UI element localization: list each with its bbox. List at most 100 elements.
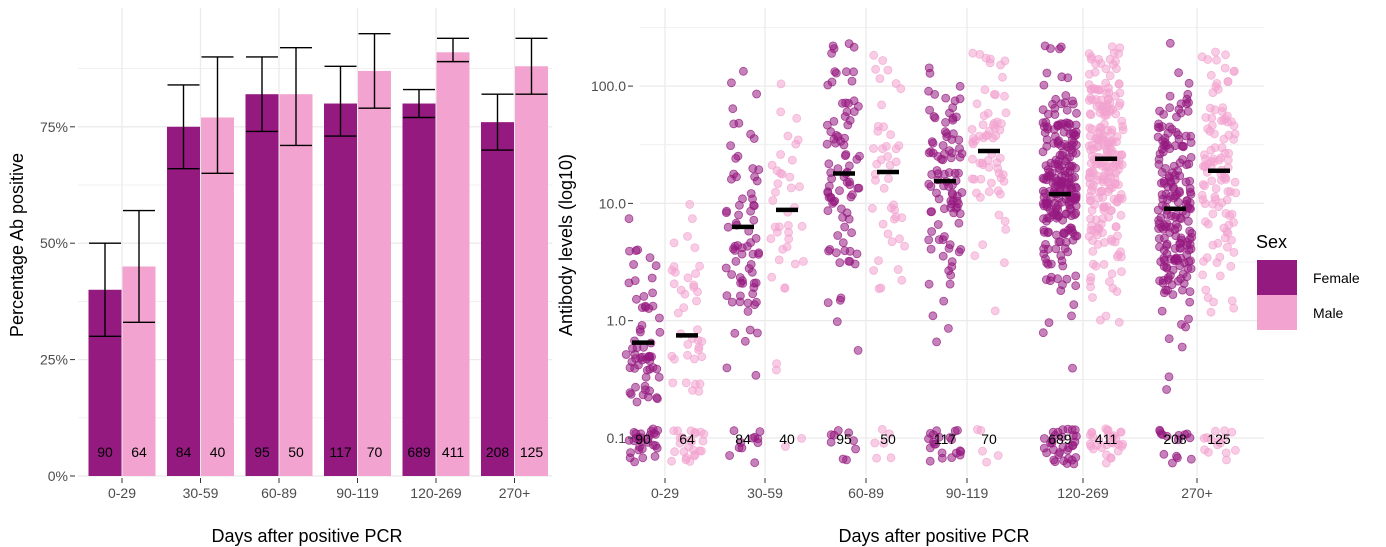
scatter-point-female	[842, 208, 852, 218]
scatter-point-male	[871, 64, 880, 74]
scatter-point-female	[854, 102, 863, 111]
scatter-point-female	[927, 207, 936, 217]
scatter-point-male	[1091, 59, 1100, 69]
bar-chart-error-bars	[89, 32, 548, 338]
scatter-point-female	[625, 246, 634, 256]
scatter-point-male	[1109, 438, 1118, 448]
scatter-point-female	[1186, 138, 1196, 147]
scatter-point-female	[641, 372, 651, 382]
scatter-point-female	[846, 192, 856, 202]
scatter-point-female	[747, 267, 757, 277]
scatter-point-male	[1090, 67, 1100, 77]
scatter-point-male	[1115, 98, 1125, 108]
scatter-point-male	[795, 182, 804, 192]
scatter-point-female	[1068, 99, 1078, 109]
scatter-point-female	[1042, 135, 1052, 145]
scatter-point-male	[879, 438, 889, 448]
scatter-point-male	[678, 433, 687, 443]
scatter-point-female	[1051, 203, 1061, 213]
scatter-point-female	[1185, 297, 1195, 307]
scatter-point-female	[746, 238, 755, 248]
scatter-point-male	[1086, 195, 1095, 205]
scatter-point-male	[1211, 47, 1220, 57]
scatter-point-female	[928, 311, 938, 321]
scatter-point-male	[784, 220, 793, 230]
scatter-point-male	[1105, 107, 1115, 116]
scatter-point-male	[667, 351, 677, 361]
scatter-point-male	[1088, 246, 1098, 256]
scatter-point-female	[1157, 167, 1167, 177]
scatter-point-female	[1071, 281, 1081, 291]
scatter-point-female	[938, 251, 948, 261]
scatter-point-male	[1198, 195, 1208, 205]
scatter-point-male	[1107, 269, 1117, 279]
scatter-point-male	[1215, 271, 1225, 281]
scatter-point-male	[1204, 447, 1213, 457]
scatter-point-female	[1182, 160, 1191, 170]
scatter-point-female	[947, 199, 957, 209]
scatter-point-female	[945, 279, 955, 289]
scatter-point-female	[950, 168, 960, 178]
bar-y-tick-label: 75%	[40, 119, 68, 135]
scatter-point-female	[1177, 342, 1187, 352]
scatter-point-female	[850, 259, 860, 269]
scatter-point-male	[683, 273, 693, 283]
scatter-point-female	[1057, 176, 1067, 186]
scatter-point-male	[975, 158, 985, 168]
scatter-point-female	[934, 432, 944, 442]
scatter-point-male	[1000, 216, 1010, 226]
scatter-point-female	[842, 455, 851, 465]
scatter-point-male	[990, 306, 1000, 316]
scatter-point-female	[1051, 244, 1061, 254]
scatter-point-male	[1211, 184, 1221, 194]
scatter-point-male	[1093, 135, 1103, 145]
scatter-point-female	[1154, 154, 1164, 164]
bar-y-tick-label: 0%	[48, 468, 68, 484]
scatter-point-male	[668, 378, 678, 388]
scatter-point-female	[1163, 273, 1173, 282]
scatter-point-female	[1165, 122, 1175, 132]
legend: Sex Female Male	[1256, 232, 1360, 330]
scatter-point-female	[630, 349, 640, 359]
scatter-point-female	[830, 67, 840, 76]
scatter-point-female	[948, 103, 958, 112]
scatter-point-female	[924, 279, 934, 289]
scatter-point-male	[689, 280, 699, 290]
bar-count-label: 40	[210, 444, 226, 460]
scatter-point-female	[1165, 144, 1175, 154]
scatter-point-male	[1091, 215, 1101, 225]
scatter-point-male	[1112, 64, 1121, 74]
scatter-point-female	[924, 179, 934, 189]
scatter-point-female	[1043, 213, 1052, 223]
scatter-point-male	[1104, 212, 1113, 222]
scatter-x-tick-label: 30-59	[747, 485, 783, 501]
scatter-point-male	[969, 174, 979, 184]
scatter-point-female	[1173, 130, 1183, 140]
scatter-point-male	[783, 131, 793, 141]
scatter-point-male	[1230, 129, 1240, 139]
scatter-point-male	[1220, 63, 1230, 73]
scatter-point-male	[1213, 238, 1223, 248]
scatter-point-male	[883, 65, 893, 75]
scatter-point-female	[1170, 244, 1180, 253]
scatter-point-male	[989, 120, 998, 130]
scatter-point-female	[629, 260, 638, 269]
scatter-point-female	[639, 291, 649, 301]
scatter-point-male	[1227, 427, 1237, 437]
scatter-point-female	[945, 433, 955, 442]
scatter-point-female	[1039, 80, 1049, 90]
scatter-point-male	[979, 111, 989, 120]
scatter-point-female	[631, 382, 640, 392]
scatter-point-male	[1094, 435, 1104, 445]
scatter-point-male	[1229, 66, 1239, 76]
scatter-point-female	[827, 77, 837, 87]
scatter-point-male	[792, 113, 802, 123]
scatter-point-female	[1181, 131, 1191, 141]
scatter-point-male	[673, 308, 683, 318]
scatter-point-female	[833, 231, 843, 240]
scatter-point-female	[925, 456, 935, 466]
scatter-point-female	[1058, 215, 1068, 225]
scatter-point-female	[1065, 200, 1074, 210]
scatter-point-female	[1176, 108, 1186, 118]
scatter-point-male	[1111, 222, 1121, 232]
